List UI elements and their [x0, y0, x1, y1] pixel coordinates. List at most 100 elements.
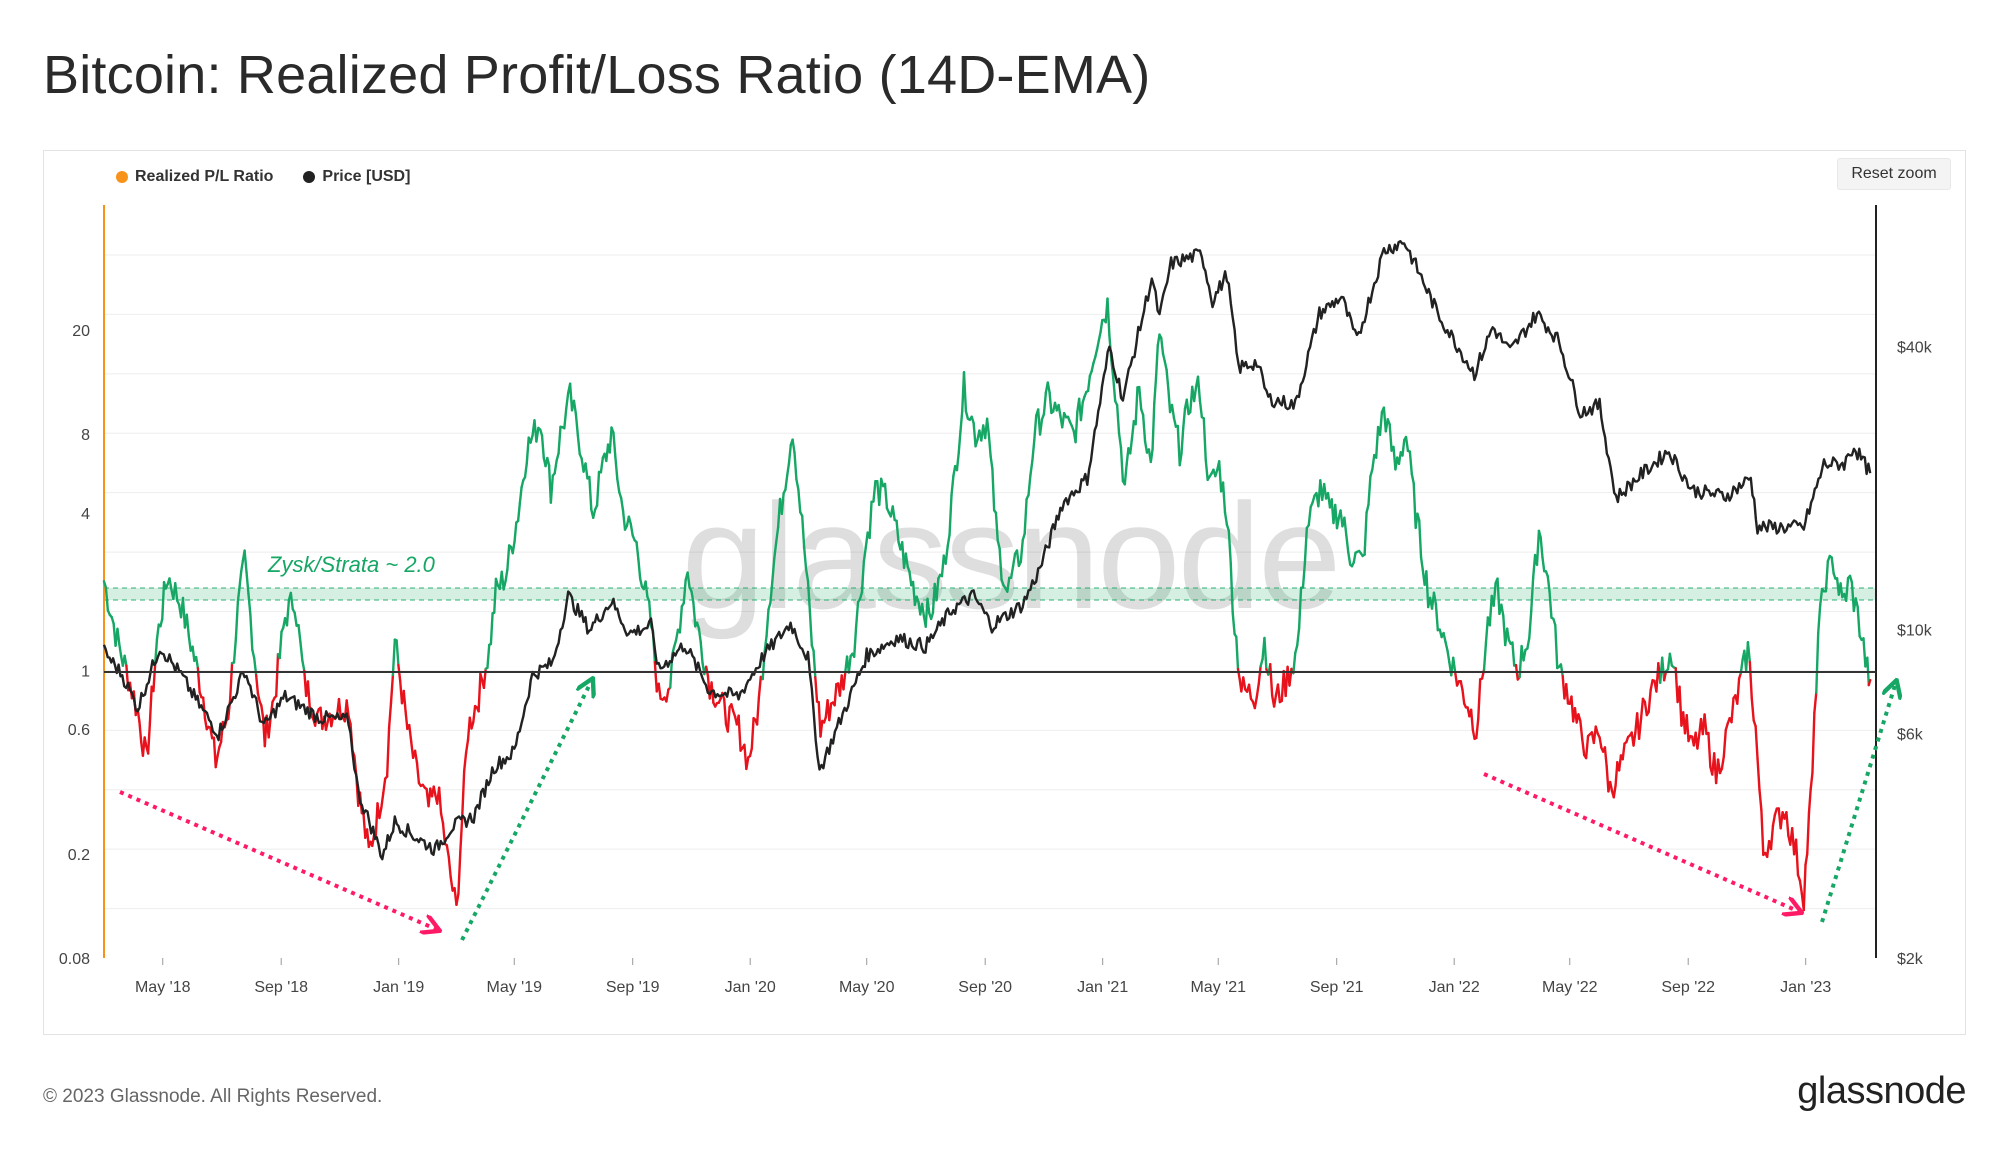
pl-ratio-segment: [1505, 627, 1511, 642]
pl-ratio-segment: [203, 717, 208, 731]
pl-ratio-segment: [802, 545, 808, 571]
pl-ratio-segment: [293, 611, 298, 627]
pl-ratio-segment: [1192, 385, 1198, 403]
pl-ratio-segment: [991, 467, 996, 512]
pl-ratio-segment: [653, 661, 658, 693]
pl-ratio-segment: [486, 643, 491, 669]
pl-ratio-segment: [1459, 680, 1464, 691]
pl-ratio-segment: [260, 704, 265, 719]
pl-ratio-segment: [755, 696, 761, 726]
pl-ratio-segment: [154, 638, 159, 665]
pl-ratio-segment: [842, 671, 847, 691]
pl-ratio-segment: [219, 720, 225, 744]
reset-zoom-button[interactable]: Reset zoom: [1837, 158, 1951, 190]
threshold-annotation: Zysk/Strata ~ 2.0: [267, 552, 436, 577]
pl-ratio-segment: [1608, 780, 1614, 793]
x-tick-label: Sep '22: [1661, 979, 1715, 996]
pl-ratio-segment: [1565, 682, 1570, 705]
pl-ratio-segment: [1141, 413, 1147, 443]
pl-ratio-segment: [1643, 700, 1648, 717]
pl-ratio-segment: [678, 605, 684, 634]
pl-ratio-segment: [769, 580, 774, 605]
pl-ratio-segment: [1011, 552, 1017, 568]
pl-ratio-segment: [1408, 450, 1414, 476]
x-tick-label: Sep '21: [1310, 979, 1364, 996]
pl-ratio-segment: [1048, 391, 1053, 415]
pl-ratio-segment: [1259, 658, 1264, 668]
pl-ratio-segment: [833, 682, 838, 707]
pl-ratio-segment: [1301, 561, 1307, 589]
pl-ratio-segment: [1539, 536, 1544, 559]
pl-ratio-segment: [161, 580, 166, 621]
pl-ratio-segment: [387, 701, 393, 730]
pl-ratio-segment: [337, 697, 343, 721]
x-tick-label: May '21: [1190, 979, 1246, 996]
pl-ratio-segment: [1471, 728, 1476, 741]
pl-ratio-segment: [159, 617, 164, 628]
uptrend-arrow-2019: [460, 680, 592, 941]
y-left-tick-label: 1: [81, 664, 90, 681]
y-right-tick-label: $40k: [1897, 339, 1933, 356]
pl-ratio-segment: [637, 558, 642, 580]
legend-item-price[interactable]: Price [USD]: [303, 168, 410, 186]
pl-ratio-segment: [1817, 604, 1822, 635]
pl-ratio-segment: [228, 661, 234, 701]
pl-ratio-segment: [1090, 361, 1095, 373]
pl-ratio-segment: [1106, 297, 1111, 337]
pl-ratio-segment: [138, 720, 143, 743]
pl-ratio-segment: [402, 689, 407, 713]
pl-ratio-segment: [275, 652, 280, 698]
pl-ratio-segment: [629, 522, 634, 537]
pl-ratio-segment: [1221, 481, 1227, 514]
pl-ratio-segment: [828, 702, 833, 722]
pl-ratio-segment: [635, 541, 640, 561]
pl-ratio-segment: [1603, 746, 1608, 768]
pl-ratio-segment: [301, 659, 306, 673]
pl-ratio-segment: [998, 547, 1003, 581]
pl-ratio-segment: [1129, 436, 1134, 455]
pl-ratio-segment: [1160, 336, 1165, 356]
legend-item-realized-pl[interactable]: Realized P/L Ratio: [116, 168, 273, 186]
pl-ratio-segment: [493, 577, 498, 614]
pl-ratio-segment: [1363, 511, 1368, 556]
pl-ratio-segment: [297, 623, 302, 644]
pl-ratio-segment: [191, 645, 196, 662]
pl-ratio-segment: [878, 477, 883, 507]
pl-ratio-segment: [1154, 344, 1159, 380]
pl-ratio-segment: [1094, 348, 1099, 359]
pl-ratio-segment: [745, 756, 750, 771]
pl-ratio-segment: [1461, 688, 1466, 705]
copyright-text: © 2023 Glassnode. All Rights Reserved.: [43, 1086, 383, 1107]
pl-ratio-segment: [1112, 376, 1117, 403]
pl-ratio-segment: [245, 571, 250, 595]
y-axis-left: 20 8 4 1 0.6 0.2 0.08: [59, 323, 90, 968]
pl-ratio-segment: [1756, 757, 1761, 791]
pl-ratio-segment: [860, 560, 866, 594]
x-tick-label: May '18: [135, 979, 191, 996]
pl-ratio-segment: [895, 519, 900, 544]
pl-ratio-segment: [1594, 725, 1599, 735]
pl-ratio-segment: [345, 699, 350, 718]
downtrend-arrow-2022: [1483, 772, 1800, 912]
pl-ratio-segment: [187, 634, 192, 652]
pl-ratio-segment: [697, 627, 702, 644]
pl-ratio-segment: [1758, 788, 1763, 812]
pl-ratio-segment: [432, 785, 437, 797]
pl-ratio-segment: [232, 636, 238, 664]
pl-ratio-segment: [775, 526, 780, 544]
pl-ratio-segment: [847, 654, 852, 674]
pl-ratio-segment: [146, 721, 152, 755]
pl-ratio-segment: [1272, 693, 1278, 708]
pl-ratio-segment: [1804, 852, 1809, 866]
pl-ratio-segment: [185, 613, 190, 637]
pl-ratio-segment: [1862, 637, 1867, 668]
pl-ratio-segment: [1134, 386, 1139, 426]
x-tick-label: Sep '19: [606, 979, 660, 996]
pl-ratio-segment: [1647, 688, 1652, 714]
pl-ratio-segment: [1559, 663, 1564, 678]
pl-ratio-segment: [404, 709, 409, 731]
pl-ratio-segment: [247, 592, 252, 616]
pl-ratio-segment: [1404, 435, 1410, 453]
pl-ratio-segment: [278, 630, 283, 660]
y-left-tick-label: 0.6: [68, 722, 90, 739]
